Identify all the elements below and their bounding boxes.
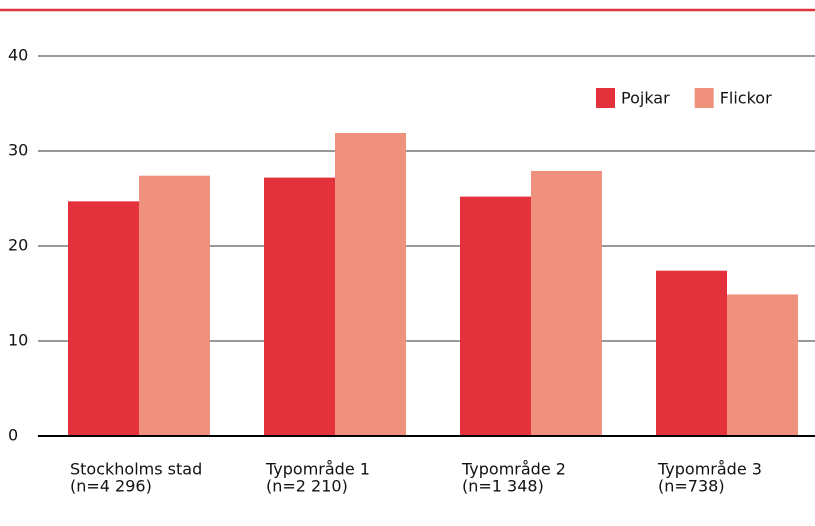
x-tick-label: Typområde 3 — [657, 460, 762, 479]
bar — [264, 177, 335, 436]
x-tick-label: (n=2 210) — [266, 477, 348, 496]
bar — [531, 170, 602, 436]
x-tick-label: (n=4 296) — [70, 477, 152, 496]
bar — [727, 294, 798, 436]
bar — [335, 132, 406, 436]
y-tick-label: 0 — [8, 426, 18, 445]
x-tick-label: (n=738) — [658, 477, 725, 496]
y-tick-label: 40 — [8, 46, 28, 65]
legend-swatch — [694, 88, 714, 108]
bar — [139, 175, 210, 436]
y-tick-label: 30 — [8, 141, 28, 160]
legend-label: Flickor — [720, 89, 772, 108]
legend-label: Pojkar — [621, 89, 670, 108]
x-tick-label: (n=1 348) — [462, 477, 544, 496]
y-tick-label: 20 — [8, 236, 28, 255]
bar — [68, 201, 139, 436]
legend-swatch — [596, 88, 615, 108]
x-tick-label: Typområde 2 — [461, 460, 566, 479]
x-tick-label: Stockholms stad — [70, 460, 202, 479]
y-tick-label: 10 — [8, 331, 28, 350]
x-tick-label: Typområde 1 — [265, 460, 370, 479]
bar — [460, 196, 531, 436]
bar — [656, 270, 727, 436]
